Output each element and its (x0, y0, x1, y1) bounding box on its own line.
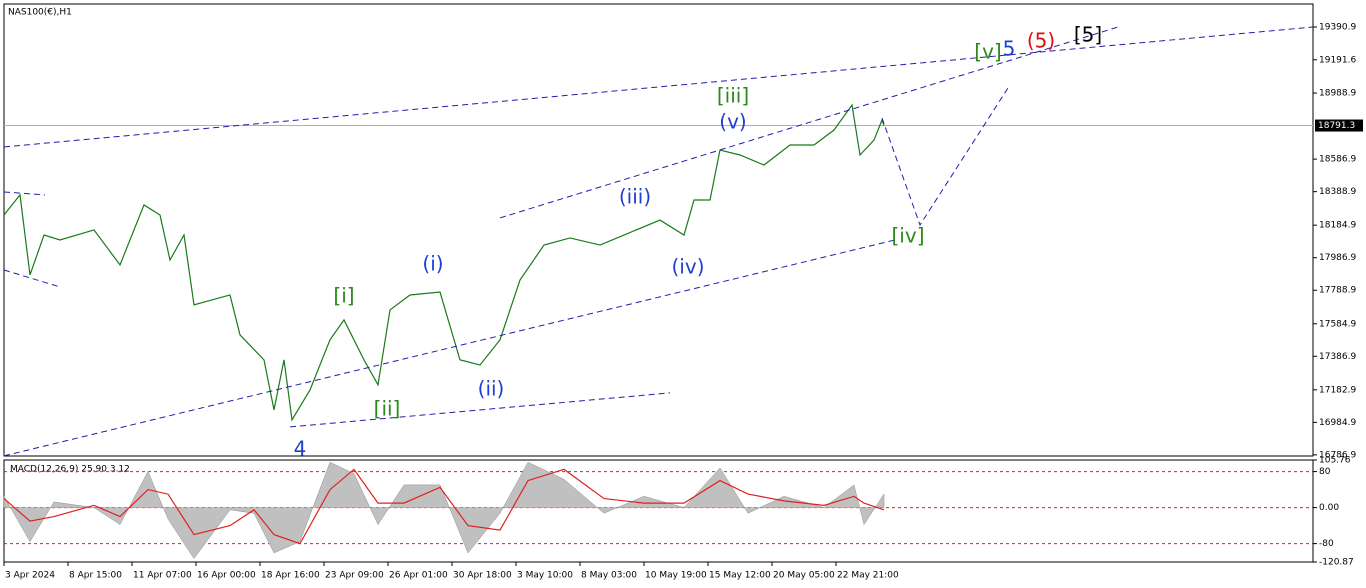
y-tick-label: 80 (1319, 467, 1331, 477)
y-tick-label: 18184.9 (1319, 221, 1356, 231)
wave-label: (iv) (672, 255, 705, 279)
x-tick-label: 8 May 03:00 (581, 571, 637, 581)
y-tick-label: 16786.9 (1319, 450, 1356, 460)
y-tick-label: 17584.9 (1319, 319, 1356, 329)
price-line (3, 103, 885, 422)
wave-label: (ii) (478, 376, 505, 400)
y-tick-label: 17386.9 (1319, 352, 1356, 362)
chart-title: NAS100(€),H1 (8, 8, 72, 18)
wave-label: 5 (1003, 37, 1016, 61)
x-tick-label: 16 Apr 00:00 (197, 571, 256, 581)
trend-line (3, 239, 896, 457)
x-tick-label: 20 May 05:00 (773, 571, 835, 581)
wave-label: 4 (294, 436, 307, 460)
x-tick-label: 15 May 12:00 (709, 571, 771, 581)
x-tick-label: 8 Apr 15:00 (69, 571, 122, 581)
y-tick-label: 18388.9 (1319, 187, 1356, 197)
trend-line (3, 191, 46, 196)
x-tick-label: 3 May 10:00 (517, 571, 573, 581)
y-tick-label: 17182.9 (1319, 385, 1356, 395)
x-tick-label: 23 Apr 09:00 (325, 571, 384, 581)
macd-histogram (3, 461, 885, 560)
wave-label: (5) (1027, 28, 1055, 52)
trend-line (289, 392, 671, 428)
y-tick-label: 17986.9 (1319, 253, 1356, 263)
x-tick-label: 11 Apr 07:00 (133, 571, 192, 581)
y-tick-label: 19390.9 (1319, 23, 1356, 33)
y-tick-label: 17788.9 (1319, 286, 1356, 296)
y-tick-label: 18988.9 (1319, 89, 1356, 99)
wave-label: [iv] (892, 223, 925, 247)
x-tick-label: 30 Apr 18:00 (453, 571, 512, 581)
y-tick-label: 16984.9 (1319, 418, 1356, 428)
wave-label: (i) (422, 251, 443, 275)
trend-line (3, 26, 1314, 148)
signal-line (3, 468, 885, 545)
y-tick-label: 18586.9 (1319, 155, 1356, 165)
current-price-label: 18791.3 (1318, 121, 1355, 131)
wave-label: [i] (333, 283, 354, 307)
y-tick-label: -80 (1319, 539, 1334, 549)
price-panel (3, 3, 1314, 457)
x-tick-label: 26 Apr 01:00 (389, 571, 448, 581)
wave-label: (iii) (619, 185, 651, 209)
x-tick-label: 22 May 21:00 (837, 571, 899, 581)
x-tick-label: 18 Apr 16:00 (261, 571, 320, 581)
y-tick-label: -120.87 (1319, 558, 1354, 568)
wave-label: [5] (1074, 23, 1102, 47)
wave-label: [v] (974, 39, 1001, 63)
y-tick-label: 105.76 (1319, 456, 1351, 466)
x-tick-label: 10 May 19:00 (645, 571, 707, 581)
wave-label: (v) (719, 109, 746, 133)
y-tick-label: 0.00 (1319, 503, 1339, 513)
macd-title: MACD(12,26,9) 25.90 3.12 (10, 465, 130, 475)
wave-label: [ii] (374, 396, 401, 420)
current-price-box (1315, 119, 1363, 132)
x-tick-label: 3 Apr 2024 (5, 571, 55, 581)
trend-line (499, 26, 1119, 219)
trend-line (881, 87, 1009, 227)
y-tick-label: 19191.6 (1319, 55, 1356, 65)
wave-label: [iii] (717, 83, 749, 107)
